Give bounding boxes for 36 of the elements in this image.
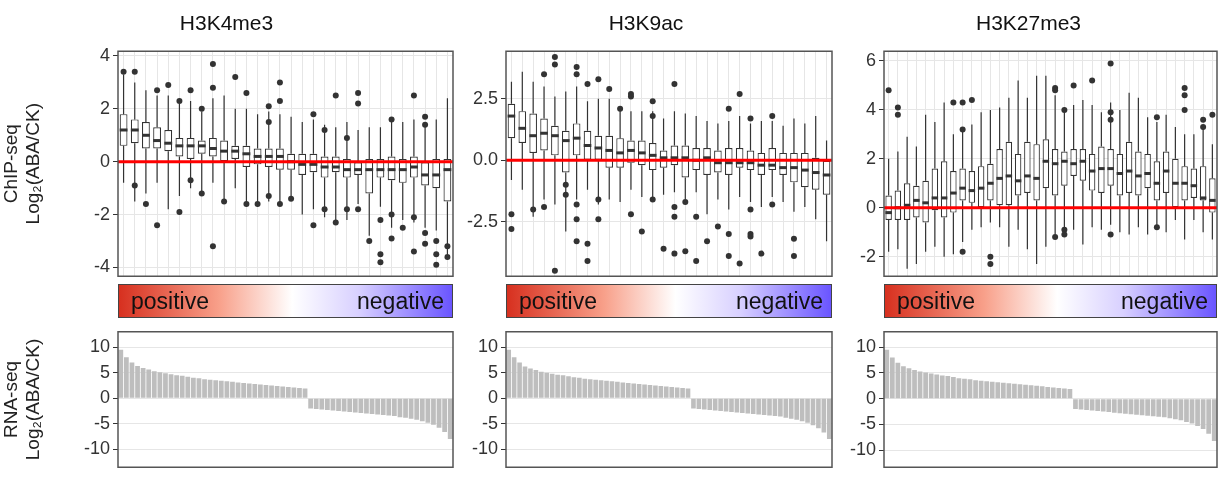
- y-tick-label: 0: [865, 387, 876, 408]
- y-tick-label: -2: [859, 245, 876, 266]
- y-tick-label: -2: [93, 203, 110, 224]
- y-tick-label: 10: [89, 336, 110, 357]
- y-tick-label: 0.0: [472, 149, 498, 170]
- y-tick-label: 4: [99, 44, 110, 65]
- y-tick-label: 6: [865, 49, 876, 70]
- chart-title: H3K9ac: [608, 11, 684, 35]
- y-tick-label: 5: [865, 361, 876, 382]
- gradient-strip: positive negative: [884, 284, 1217, 318]
- y-tick-label: 0: [99, 150, 110, 171]
- gradient-strip: positive negative: [118, 284, 453, 318]
- y-tick-label: 10: [855, 336, 876, 357]
- chart-title: H3K4me3: [179, 11, 274, 35]
- y-tick-label: 4: [865, 98, 876, 119]
- y-tick-label: -10: [471, 438, 498, 459]
- y-tick-label: 0: [99, 387, 110, 408]
- y-tick-label: 0: [487, 387, 498, 408]
- y-tick-label: 10: [477, 336, 498, 357]
- y-tick-label: 5: [99, 361, 110, 382]
- y-axis-title: ChIP-seq Log₂(ABA/CK): [0, 102, 44, 225]
- y-tick-label: -5: [481, 412, 498, 433]
- y-tick-label: -5: [859, 413, 876, 434]
- y-tick-label: -10: [83, 438, 110, 459]
- y-tick-label: 2.5: [472, 87, 498, 108]
- y-tick-label: 0: [865, 196, 876, 217]
- y-tick-label: 2: [99, 97, 110, 118]
- y-tick-label: -5: [93, 412, 110, 433]
- y-tick-label: -10: [849, 439, 876, 460]
- y-tick-label: 2: [865, 147, 876, 168]
- y-tick-label: -2.5: [466, 210, 498, 231]
- chart-title: H3K27me3: [975, 11, 1082, 35]
- y-tick-label: 5: [487, 361, 498, 382]
- y-axis-title: RNA-seq Log₂(ABA/CK): [0, 338, 44, 461]
- gradient-strip: positive negative: [506, 284, 832, 318]
- y-tick-label: -4: [93, 256, 110, 277]
